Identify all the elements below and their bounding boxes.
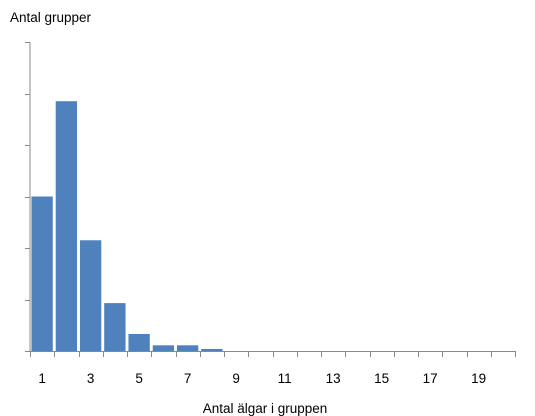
x-tick-label-13: 13 <box>326 371 341 386</box>
x-tick-label-7: 7 <box>184 371 192 386</box>
bar-7 <box>176 345 199 351</box>
bars-group <box>31 101 223 351</box>
y-axis <box>25 42 31 352</box>
bar-6 <box>152 345 175 351</box>
x-tick-label-9: 9 <box>232 371 240 386</box>
bar-5 <box>128 334 150 351</box>
x-tick-label-3: 3 <box>87 371 95 386</box>
x-tick-label-5: 5 <box>135 371 143 386</box>
bar-2 <box>55 101 78 351</box>
bar-1 <box>31 196 53 351</box>
bar-8 <box>201 348 223 351</box>
x-tick-label-19: 19 <box>471 371 486 386</box>
x-tick-label-11: 11 <box>278 371 292 386</box>
x-tick-label-15: 15 <box>374 371 389 386</box>
x-tick-label-17: 17 <box>423 371 438 386</box>
bar-3 <box>79 240 102 351</box>
x-axis: 1 3 5 7 9 11 13 15 17 19 <box>30 351 516 386</box>
bar-4 <box>104 303 126 351</box>
y-axis-label: Antal grupper <box>10 10 92 25</box>
x-tick-label-1: 1 <box>38 371 46 386</box>
x-axis-label: Antal älgar i gruppen <box>203 401 328 416</box>
